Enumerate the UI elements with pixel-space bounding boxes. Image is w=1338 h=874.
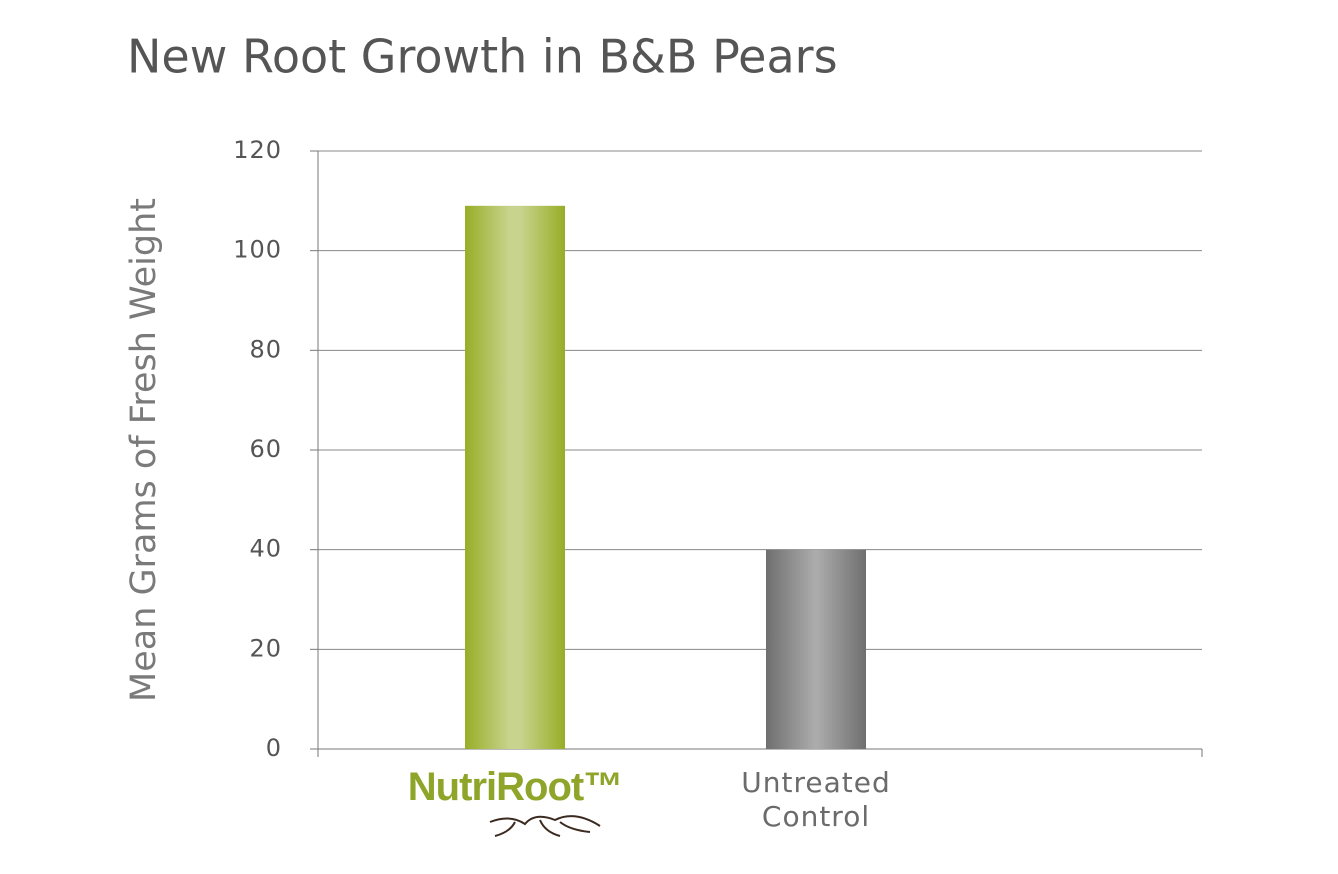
y-tick-label: 40 — [249, 535, 282, 563]
bar — [465, 205, 565, 750]
logo-roots — [489, 815, 601, 837]
y-tick-label: 80 — [249, 335, 282, 363]
y-tick-label: 100 — [233, 236, 282, 264]
x-tick-label: Untreated Control — [741, 766, 891, 833]
y-tick-label: 60 — [249, 435, 282, 463]
y-tick-label: 120 — [233, 136, 282, 164]
chart-title: New Root Growth in B&B Pears — [127, 30, 838, 84]
y-tick-label: 0 — [266, 734, 282, 762]
x-tick-label: NutriRoot™ — [407, 765, 623, 809]
y-axis-label: Mean Grams of Fresh Weight — [124, 198, 164, 702]
bar — [766, 549, 866, 749]
y-tick-label: 20 — [249, 634, 282, 662]
